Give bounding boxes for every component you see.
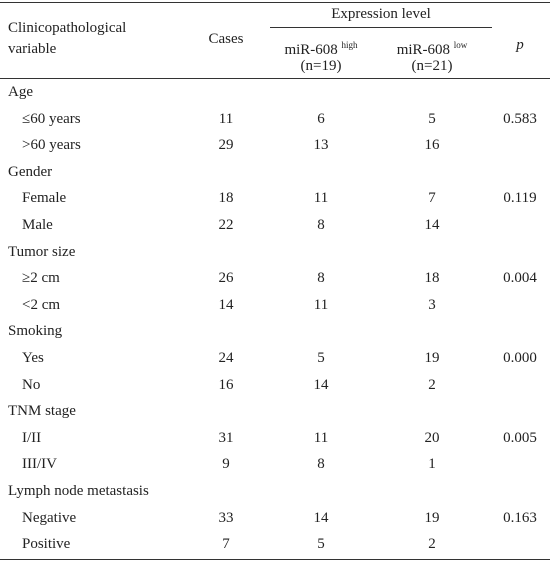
sup: high	[341, 40, 358, 50]
low-count: 14	[424, 217, 440, 233]
cases: 16	[218, 376, 234, 393]
p-value: 0.583	[503, 110, 537, 127]
low-count: 19	[424, 350, 440, 366]
row-label: No	[22, 376, 41, 393]
high-count: 8	[317, 456, 325, 473]
high-count: 6	[317, 110, 325, 127]
low-count: 16	[424, 137, 440, 154]
group-label: Tumor size	[8, 243, 76, 260]
header-variable: Clinicopathological variable	[8, 20, 127, 57]
row-label: >60 years	[22, 137, 81, 154]
header-cases: Cases	[208, 31, 244, 47]
p-value: 0.005	[503, 429, 537, 446]
row-label: Negative	[22, 509, 77, 526]
low-count: 20	[424, 429, 440, 446]
sup: low	[453, 40, 468, 50]
row-label: Yes	[22, 350, 44, 366]
high-count: 5	[317, 536, 325, 553]
cases: 22	[218, 217, 234, 233]
high-count: 14	[313, 376, 329, 393]
bottom-rule	[0, 559, 550, 560]
header-high: miR-608 high	[284, 36, 357, 59]
low-count: 18	[424, 270, 440, 287]
cases: 24	[218, 350, 234, 366]
group-label: TNM stage	[8, 403, 76, 420]
row-label: Positive	[22, 536, 71, 553]
header-low-n: (n=21)	[411, 58, 453, 74]
group-label: Lymph node metastasis	[8, 483, 149, 499]
row-label: ≥2 cm	[22, 270, 60, 287]
low-count: 5	[428, 110, 436, 127]
cases: 33	[218, 509, 234, 526]
group-rule	[270, 27, 492, 28]
cases: 26	[218, 270, 234, 287]
p-value: 0.163	[503, 509, 537, 526]
row-label: I/II	[22, 429, 42, 446]
p-value: 0.004	[503, 270, 537, 287]
header-p: p	[516, 37, 524, 53]
low-count: 7	[428, 190, 436, 207]
name: miR-608	[396, 42, 451, 58]
low-count: 3	[428, 296, 436, 313]
low-count: 2	[428, 536, 436, 553]
low-count: 1	[428, 456, 436, 473]
row-label: ≤60 years	[22, 110, 81, 127]
header-high-n: (n=19)	[300, 58, 342, 74]
p-value: 0.119	[503, 190, 537, 207]
high-count: 11	[313, 296, 329, 313]
high-count: 11	[313, 429, 329, 446]
name: miR-608	[284, 42, 338, 58]
row-label: <2 cm	[22, 296, 61, 313]
low-count: 19	[424, 509, 440, 526]
cases: 14	[218, 296, 234, 313]
row-label: III/IV	[22, 456, 57, 473]
high-count: 8	[317, 270, 325, 287]
group-label: Smoking	[8, 323, 63, 340]
header-rule	[0, 78, 550, 79]
header-expression: Expression level	[331, 6, 431, 22]
low-count: 2	[428, 376, 436, 393]
cases: 29	[218, 137, 234, 154]
cases: 7	[222, 536, 230, 553]
group-label: Gender	[8, 163, 53, 180]
cases: 18	[218, 190, 234, 207]
header-low: miR-608 low	[397, 36, 468, 59]
high-count: 11	[313, 190, 329, 207]
high-count: 5	[317, 350, 325, 366]
high-count: 14	[313, 509, 329, 526]
top-rule	[0, 2, 550, 3]
group-label: Age	[8, 84, 33, 100]
cases: 31	[218, 429, 234, 446]
high-count: 13	[313, 137, 329, 154]
p-value: 0.000	[503, 350, 537, 366]
high-count: 8	[317, 217, 325, 233]
row-label: Female	[22, 190, 67, 207]
cases: 9	[222, 456, 230, 473]
row-label: Male	[22, 217, 53, 233]
cases: 11	[218, 110, 234, 127]
